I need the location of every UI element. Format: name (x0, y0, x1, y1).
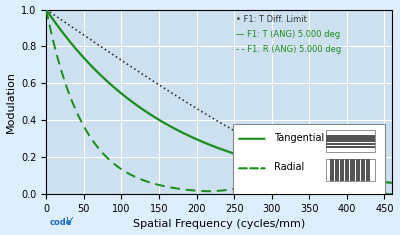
FancyBboxPatch shape (233, 124, 385, 194)
FancyBboxPatch shape (361, 159, 365, 181)
FancyBboxPatch shape (345, 159, 350, 181)
FancyBboxPatch shape (326, 137, 375, 140)
Text: — F1: T (ANG) 5.000 deg: — F1: T (ANG) 5.000 deg (236, 30, 340, 39)
FancyBboxPatch shape (366, 159, 370, 181)
FancyBboxPatch shape (326, 146, 375, 148)
FancyBboxPatch shape (340, 159, 344, 181)
Y-axis label: Modulation: Modulation (6, 71, 16, 133)
X-axis label: Spatial Frequency (cycles/mm): Spatial Frequency (cycles/mm) (133, 219, 305, 229)
FancyBboxPatch shape (326, 135, 375, 137)
FancyBboxPatch shape (326, 159, 375, 181)
FancyBboxPatch shape (330, 159, 334, 181)
FancyBboxPatch shape (326, 129, 375, 152)
FancyBboxPatch shape (356, 159, 360, 181)
FancyBboxPatch shape (350, 159, 354, 181)
Text: V: V (65, 217, 72, 227)
FancyBboxPatch shape (335, 159, 339, 181)
Text: Radial: Radial (274, 162, 305, 172)
Text: Tangential: Tangential (274, 133, 325, 143)
FancyBboxPatch shape (326, 143, 375, 145)
Text: - - F1: R (ANG) 5.000 deg: - - F1: R (ANG) 5.000 deg (236, 45, 342, 54)
Text: code: code (50, 218, 72, 227)
Text: • F1: T Diff. Limit: • F1: T Diff. Limit (236, 15, 307, 24)
FancyBboxPatch shape (326, 140, 375, 142)
